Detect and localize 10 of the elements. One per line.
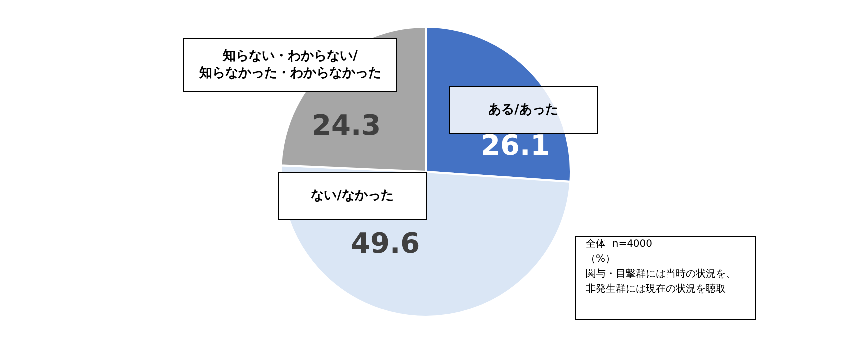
- text: （%）: [586, 254, 616, 265]
- text: 全体 n=4000: [586, 238, 653, 250]
- slice-label: 知らない・わからない/ 知らなかった・わからなかった: [198, 49, 382, 81]
- data-label: 49.6: [351, 227, 420, 260]
- text: 関与・目撃群には当時の状況を、: [586, 268, 736, 280]
- data-label: 26.1: [481, 129, 550, 162]
- slice-label: ある/あった: [488, 102, 558, 118]
- slice-label: ない/なかった: [311, 188, 394, 204]
- data-label: 24.3: [312, 109, 382, 142]
- text: 非発生群には現在の状況を聴取: [586, 283, 726, 295]
